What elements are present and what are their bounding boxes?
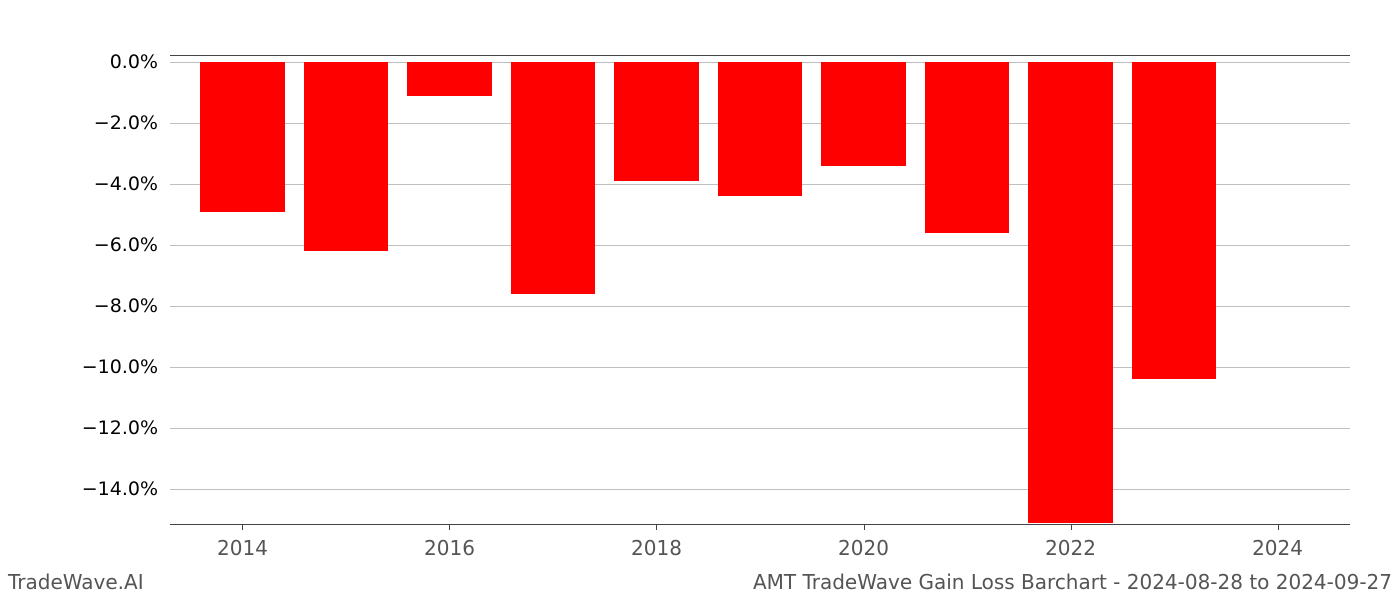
xtick-label: 2024 bbox=[1252, 536, 1303, 560]
ytick-label: −6.0% bbox=[18, 234, 158, 256]
ytick-label: −2.0% bbox=[18, 112, 158, 134]
plot-area: 0.0%−2.0%−4.0%−6.0%−8.0%−10.0%−12.0%−14.… bbox=[170, 55, 1350, 525]
xtick-mark bbox=[449, 524, 450, 530]
xtick-label: 2014 bbox=[217, 536, 268, 560]
bar bbox=[407, 62, 492, 96]
bar bbox=[925, 62, 1010, 233]
xtick-mark bbox=[242, 524, 243, 530]
bar bbox=[614, 62, 699, 181]
bar bbox=[1028, 62, 1113, 523]
bar bbox=[304, 62, 389, 251]
xtick-label: 2018 bbox=[631, 536, 682, 560]
bar bbox=[718, 62, 803, 196]
grid-line bbox=[170, 489, 1350, 490]
xtick-label: 2020 bbox=[838, 536, 889, 560]
ytick-label: −10.0% bbox=[18, 356, 158, 378]
ytick-label: 0.0% bbox=[18, 51, 158, 73]
bar bbox=[1132, 62, 1217, 379]
xtick-label: 2016 bbox=[424, 536, 475, 560]
xtick-label: 2022 bbox=[1045, 536, 1096, 560]
ytick-label: −4.0% bbox=[18, 173, 158, 195]
barchart-plot: 0.0%−2.0%−4.0%−6.0%−8.0%−10.0%−12.0%−14.… bbox=[170, 55, 1350, 525]
bar bbox=[200, 62, 285, 212]
ytick-label: −8.0% bbox=[18, 295, 158, 317]
ytick-label: −14.0% bbox=[18, 478, 158, 500]
footer-brand: TradeWave.AI bbox=[8, 570, 144, 594]
bar bbox=[511, 62, 596, 294]
xtick-mark bbox=[1278, 524, 1279, 530]
xtick-mark bbox=[864, 524, 865, 530]
footer-caption: AMT TradeWave Gain Loss Barchart - 2024-… bbox=[753, 570, 1392, 594]
grid-line bbox=[170, 428, 1350, 429]
xtick-mark bbox=[656, 524, 657, 530]
xtick-mark bbox=[1071, 524, 1072, 530]
ytick-label: −12.0% bbox=[18, 417, 158, 439]
bar bbox=[821, 62, 906, 166]
